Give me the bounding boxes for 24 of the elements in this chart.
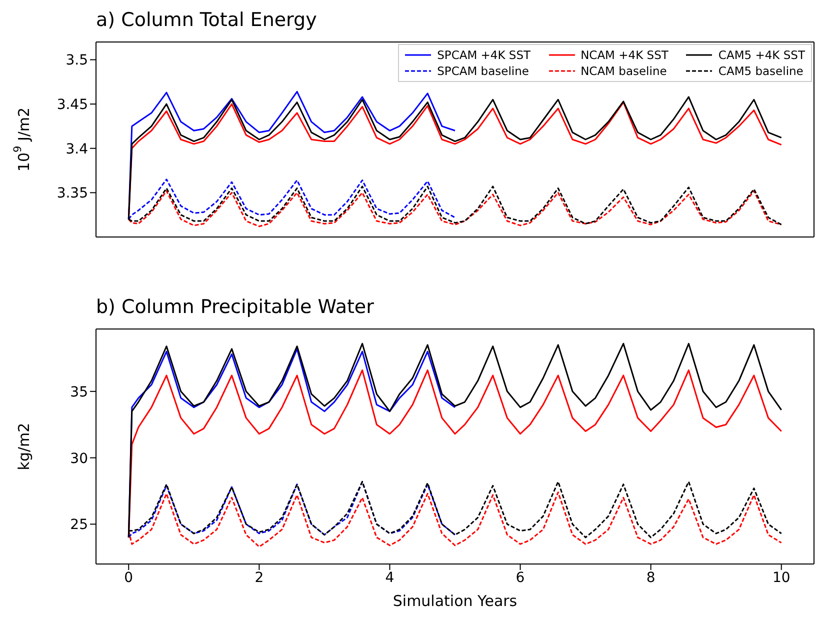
line-series — [128, 492, 782, 548]
legend-label: CAM5 +4K SST — [718, 48, 805, 62]
legend-label: SPCAM baseline — [437, 64, 529, 78]
legend-label: SPCAM +4K SST — [437, 48, 531, 62]
y-axis-title: kg/m2 — [15, 422, 33, 470]
y-tick-label: 3.5 — [66, 52, 88, 69]
x-axis-title: Simulation Years — [392, 592, 518, 610]
y-tick-label: 30 — [70, 450, 88, 467]
y-tick-label: 3.4 — [66, 141, 88, 158]
y-tick-label: 35 — [70, 384, 88, 400]
x-tick-label: 0 — [124, 570, 134, 586]
x-tick-label: 4 — [385, 570, 394, 586]
legend-label: CAM5 baseline — [718, 64, 804, 78]
chart-title: a) Column Total Energy — [96, 8, 318, 33]
legend-label: NCAM baseline — [580, 64, 667, 78]
x-tick-label: 2 — [254, 570, 264, 586]
y-tick-label: 3.35 — [56, 186, 88, 202]
y-tick-label: 3.45 — [56, 97, 88, 114]
chart-title: b) Column Precipitable Water — [96, 295, 375, 320]
legend-label: NCAM +4K SST — [580, 48, 668, 62]
x-tick-label: 10 — [772, 570, 790, 586]
x-tick-label: 6 — [516, 570, 525, 586]
x-tick-label: 8 — [646, 570, 656, 586]
y-tick-label: 25 — [70, 517, 88, 534]
